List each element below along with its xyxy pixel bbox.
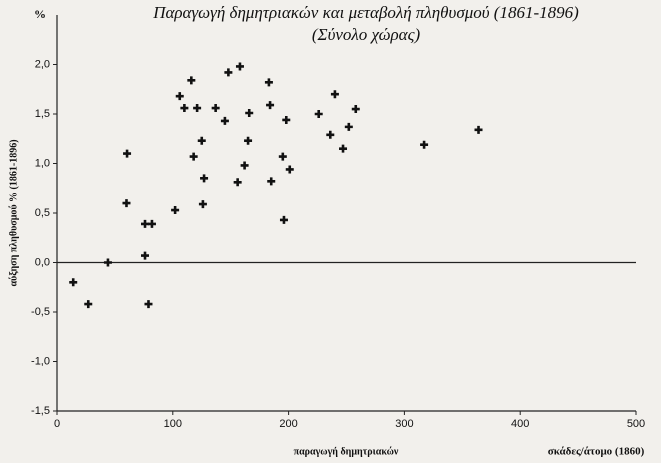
point (235, 62, 244, 71)
point (314, 110, 323, 118)
point (267, 177, 276, 186)
x-axis-label: παραγωγή δημητριακών (294, 445, 399, 457)
point (197, 136, 206, 145)
y-axis-label: αύξηση πληθυσμού % (1861-1896) (8, 139, 19, 286)
x-tick-label: 100 (164, 418, 182, 430)
point (344, 122, 353, 131)
point (266, 101, 275, 110)
y-tick-label: -0,5 (31, 306, 50, 318)
point (180, 104, 189, 113)
x-unit: σκάδες/άτομο (1860) (548, 446, 645, 458)
point (339, 144, 348, 153)
point (278, 152, 287, 161)
point (198, 200, 207, 209)
point (282, 115, 291, 124)
y-tick-label: 0,5 (35, 207, 50, 219)
point (264, 78, 273, 87)
x-tick-label: 400 (511, 418, 529, 430)
point (326, 130, 335, 139)
point (193, 104, 202, 113)
point (189, 152, 198, 161)
point (144, 300, 153, 309)
point (351, 105, 360, 114)
x-tick-label: 200 (279, 418, 297, 430)
x-tick-label: 500 (627, 418, 645, 430)
point (279, 215, 288, 224)
point (69, 278, 78, 287)
point (103, 258, 112, 267)
point (141, 219, 150, 228)
point (244, 136, 253, 145)
point (122, 199, 131, 208)
point (285, 165, 294, 174)
point (224, 68, 233, 77)
point (147, 219, 156, 228)
point (211, 104, 220, 113)
y-tick-label: 2,0 (35, 58, 50, 70)
point (220, 116, 229, 125)
y-tick-label: 1,0 (35, 157, 50, 169)
point (175, 92, 184, 101)
y-unit: % (34, 7, 46, 21)
point (240, 161, 249, 170)
point (233, 178, 242, 187)
point (187, 76, 196, 85)
y-tick-label: -1,0 (31, 355, 50, 367)
point (123, 149, 132, 158)
point (141, 251, 150, 260)
chart-title: Παραγωγή δημητριακών και μεταβολή πληθυσ… (152, 3, 579, 22)
point (330, 90, 339, 99)
y-tick-label: 0,0 (35, 256, 50, 268)
x-tick-label: 300 (395, 418, 413, 430)
point (171, 206, 180, 215)
x-tick-label: 0 (54, 418, 60, 430)
point (420, 140, 429, 149)
point (84, 300, 93, 309)
point (200, 174, 209, 183)
chart-subtitle: (Σύνολο χώρας) (312, 25, 421, 44)
y-tick-label: 1,5 (35, 108, 50, 120)
point (245, 109, 254, 118)
point (474, 125, 483, 134)
y-tick-label: -1,5 (31, 405, 50, 417)
